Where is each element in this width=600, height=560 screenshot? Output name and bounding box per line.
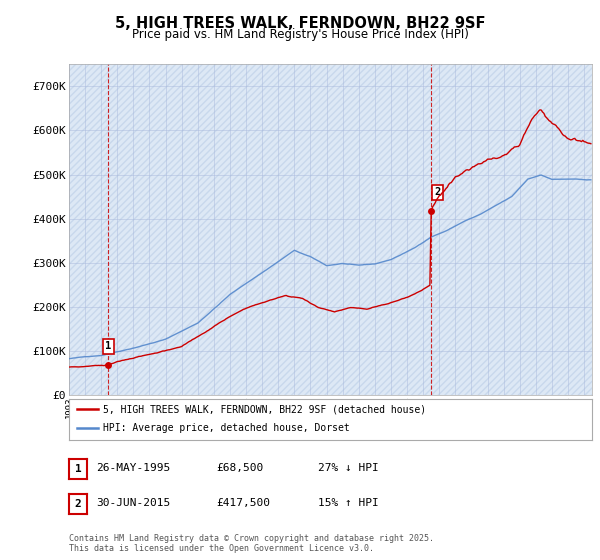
Text: £417,500: £417,500 <box>216 498 270 508</box>
Text: 27% ↓ HPI: 27% ↓ HPI <box>318 463 379 473</box>
Text: 1: 1 <box>74 464 82 474</box>
Text: Contains HM Land Registry data © Crown copyright and database right 2025.
This d: Contains HM Land Registry data © Crown c… <box>69 534 434 553</box>
Text: £68,500: £68,500 <box>216 463 263 473</box>
Text: 1: 1 <box>105 341 112 351</box>
Text: 5, HIGH TREES WALK, FERNDOWN, BH22 9SF (detached house): 5, HIGH TREES WALK, FERNDOWN, BH22 9SF (… <box>103 404 426 414</box>
Text: 15% ↑ HPI: 15% ↑ HPI <box>318 498 379 508</box>
Text: 5, HIGH TREES WALK, FERNDOWN, BH22 9SF: 5, HIGH TREES WALK, FERNDOWN, BH22 9SF <box>115 16 485 31</box>
Text: 30-JUN-2015: 30-JUN-2015 <box>96 498 170 508</box>
Text: 2: 2 <box>434 188 440 198</box>
Text: HPI: Average price, detached house, Dorset: HPI: Average price, detached house, Dors… <box>103 423 350 433</box>
Text: Price paid vs. HM Land Registry's House Price Index (HPI): Price paid vs. HM Land Registry's House … <box>131 28 469 41</box>
Text: 26-MAY-1995: 26-MAY-1995 <box>96 463 170 473</box>
Text: 2: 2 <box>74 499 82 509</box>
